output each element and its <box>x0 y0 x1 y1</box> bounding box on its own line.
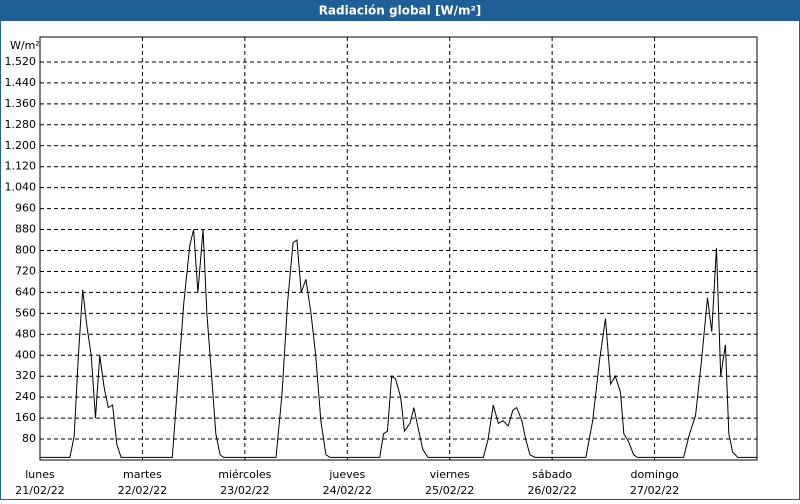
y-tick-label: 1.040 <box>5 181 37 194</box>
plot-area <box>39 36 758 461</box>
y-tick-label: 240 <box>15 390 36 403</box>
title-bar <box>0 0 800 21</box>
y-tick-label: 1.360 <box>5 97 37 110</box>
y-tick-label: 1.520 <box>5 55 37 68</box>
y-tick-label: 720 <box>15 264 36 277</box>
x-tick-label: lunes <box>25 468 55 481</box>
y-tick-label: 640 <box>15 285 36 298</box>
y-tick-label: 560 <box>15 306 36 319</box>
y-tick-label: 1.200 <box>5 139 37 152</box>
y-axis-label: W/m² <box>10 39 40 52</box>
y-tick-label: 400 <box>15 348 36 361</box>
x-tick-date: 24/02/22 <box>323 484 372 497</box>
y-tick-label: 480 <box>15 327 36 340</box>
y-tick-label: 80 <box>22 432 36 445</box>
x-tick-label: jueves <box>328 468 365 481</box>
x-tick-date: 21/02/22 <box>15 484 64 497</box>
x-tick-label: martes <box>123 468 162 481</box>
x-tick-date: 25/02/22 <box>425 484 474 497</box>
y-tick-label: 1.120 <box>5 160 37 173</box>
y-tick-label: 960 <box>15 202 36 215</box>
x-tick-date: 26/02/22 <box>527 484 576 497</box>
x-tick-date: 22/02/22 <box>118 484 167 497</box>
y-tick-label: 320 <box>15 369 36 382</box>
chart-title: Radiación global [W/m²] <box>319 4 482 18</box>
y-tick-label: 160 <box>15 411 36 424</box>
x-tick-date: 27/02/22 <box>630 484 679 497</box>
y-tick-label: 800 <box>15 244 36 257</box>
x-tick-date: 23/02/22 <box>220 484 269 497</box>
x-tick-label: sábado <box>532 468 572 481</box>
x-tick-label: domingo <box>630 468 678 481</box>
y-tick-label: 880 <box>15 223 36 236</box>
y-tick-label: 1.280 <box>5 118 37 131</box>
x-tick-label: miércoles <box>218 468 271 481</box>
x-tick-label: viernes <box>430 468 470 481</box>
data-line <box>40 229 757 458</box>
y-tick-label: 1.440 <box>5 76 37 89</box>
